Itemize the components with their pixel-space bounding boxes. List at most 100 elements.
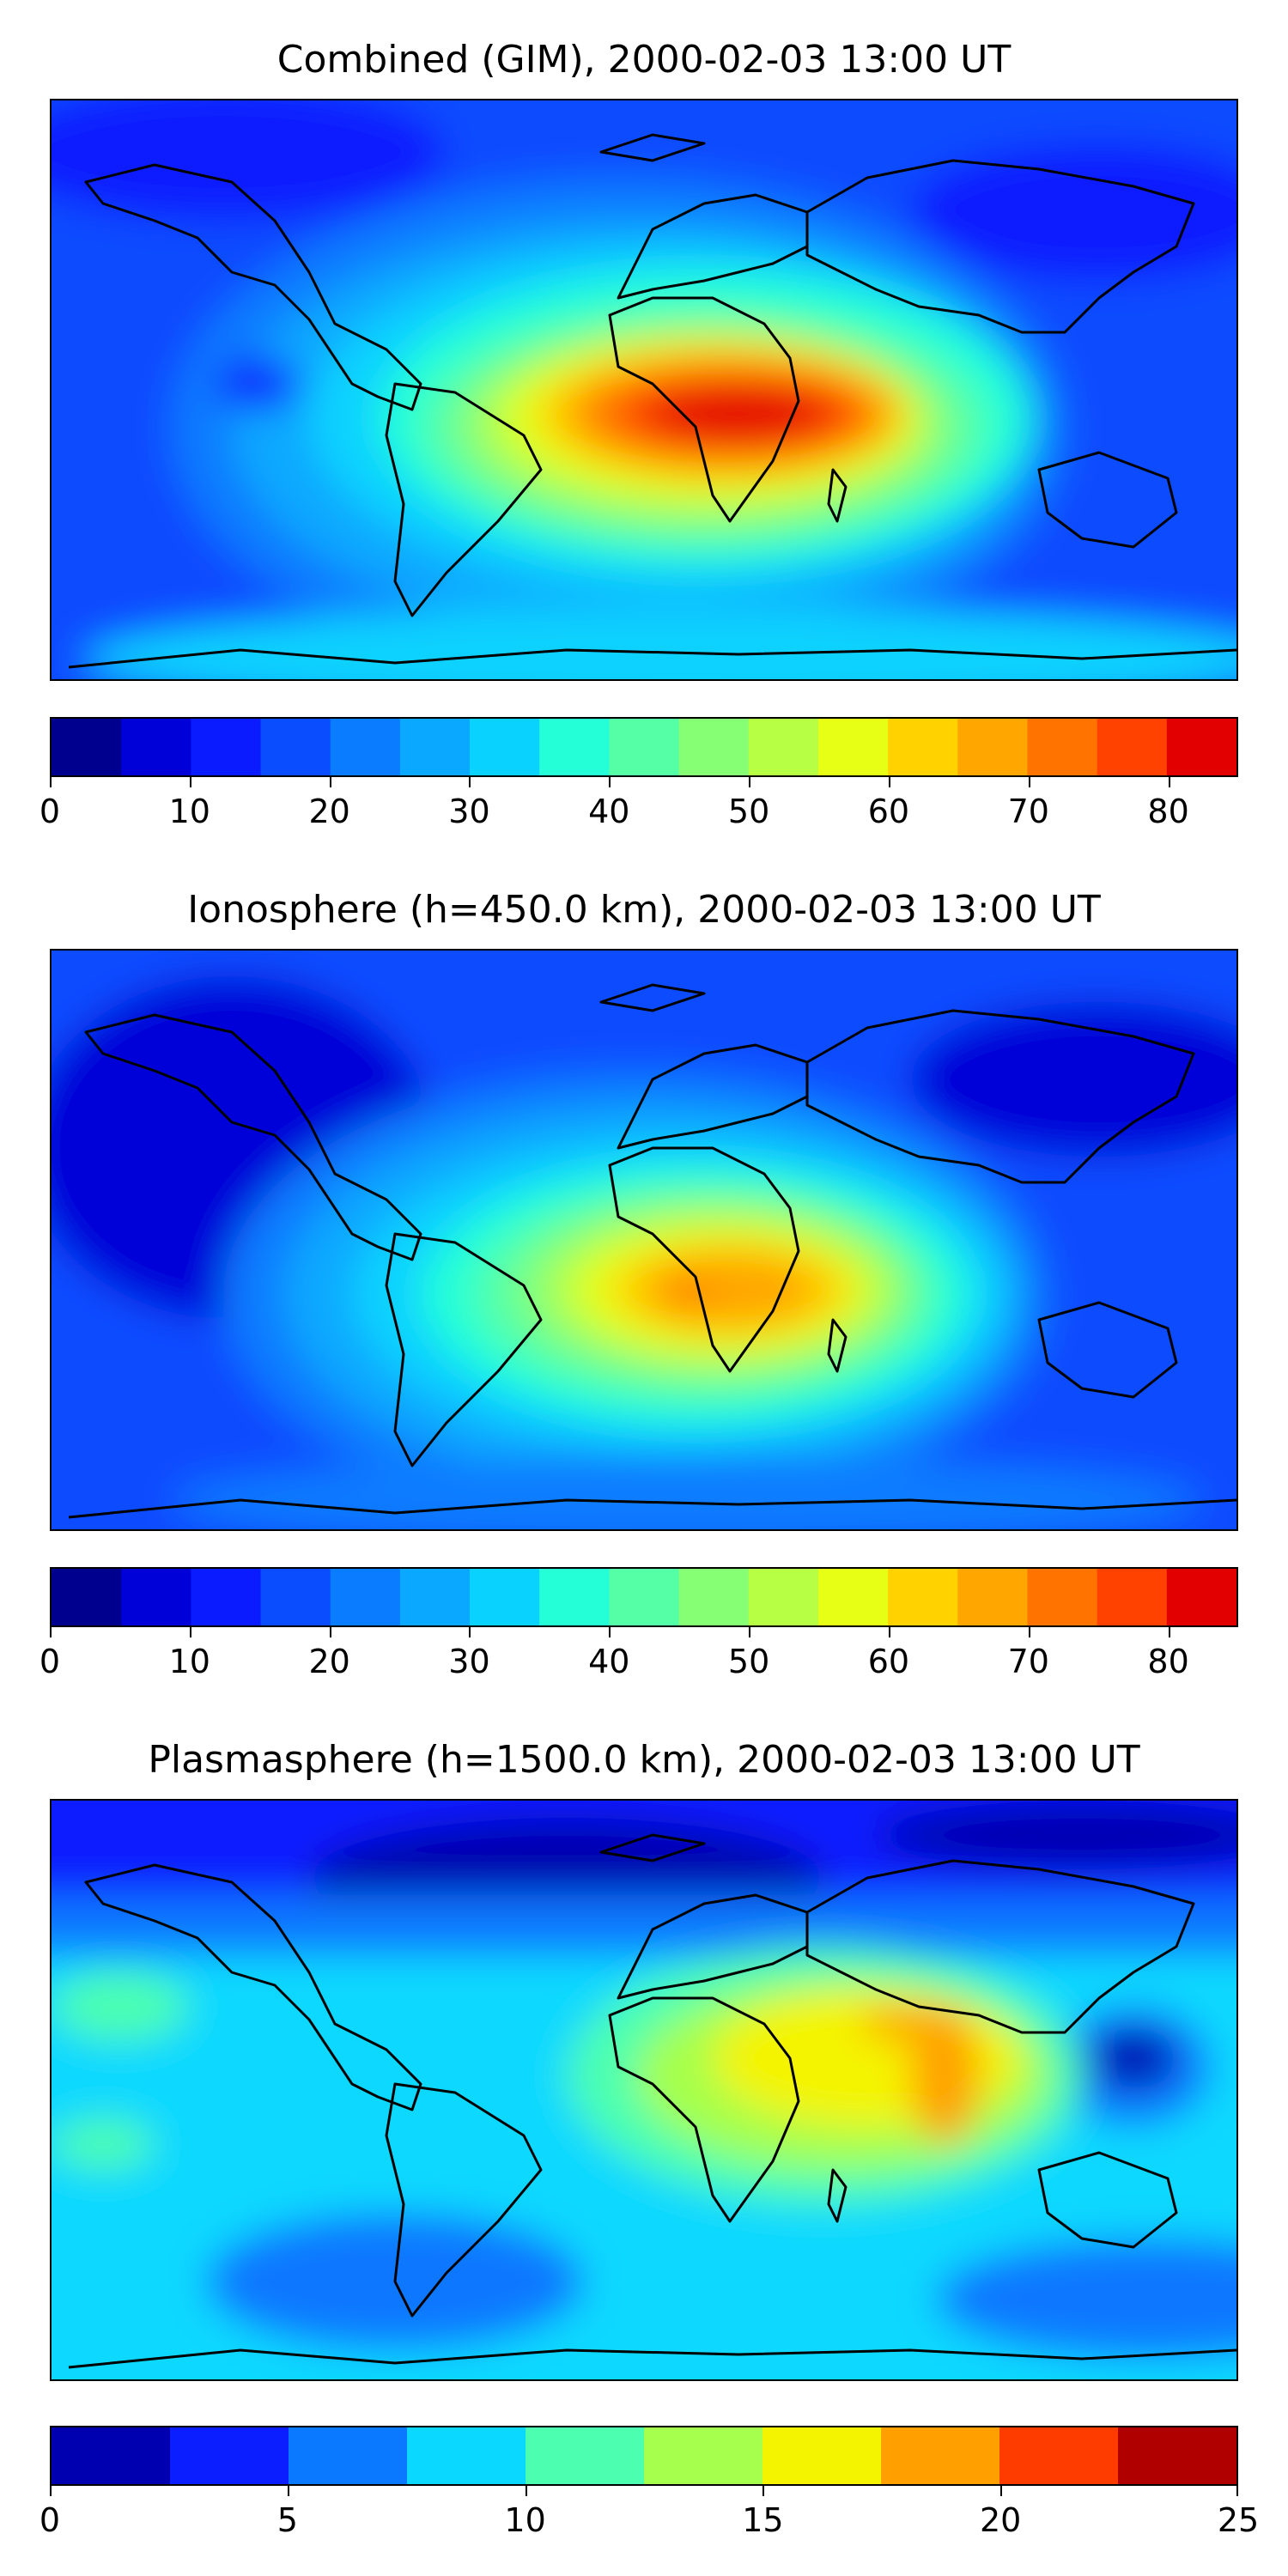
colorbar-tick xyxy=(609,777,611,787)
plasmasphere-map xyxy=(50,1799,1238,2381)
colorbar-segment xyxy=(678,1569,750,1625)
ionosphere-colorbar-ticks: 0 10 20 30 40 50 60 70 80 xyxy=(39,1627,1238,1680)
colorbar-segment xyxy=(644,2427,763,2484)
colorbar-tick-label: 60 xyxy=(867,793,910,830)
colorbar-tick-label: 0 xyxy=(39,2501,61,2539)
colorbar-segment xyxy=(609,719,680,775)
plasmasphere-colorbar-ticks: 0 5 10 15 20 25 xyxy=(39,2486,1259,2539)
colorbar-segment xyxy=(1118,2427,1236,2484)
ionosphere-title: Ionosphere (h=450.0 km), 2000-02-03 13:0… xyxy=(187,888,1101,932)
colorbar-tick xyxy=(329,1627,331,1637)
colorbar-segment xyxy=(817,1569,889,1625)
colorbar-segment xyxy=(817,719,889,775)
colorbar-tick-label: 30 xyxy=(448,1643,490,1680)
colorbar-tick xyxy=(189,1627,191,1637)
colorbar-segment xyxy=(539,1569,610,1625)
colorbar-segment xyxy=(191,1569,262,1625)
colorbar-segment xyxy=(52,2427,171,2484)
colorbar-segment xyxy=(1166,1569,1236,1625)
colorbar-tick-label: 25 xyxy=(1217,2501,1260,2539)
colorbar-tick xyxy=(888,1627,890,1637)
combined-colorbar xyxy=(50,717,1238,777)
colorbar-segment xyxy=(526,2427,645,2484)
colorbar-tick-label: 20 xyxy=(308,793,350,830)
colorbar-tick xyxy=(1000,2486,1003,2496)
colorbar-tick-label: 10 xyxy=(168,793,210,830)
colorbar-segment xyxy=(121,1569,191,1625)
colorbar-tick xyxy=(469,1627,471,1637)
colorbar-tick xyxy=(1168,1627,1170,1637)
colorbar-segment xyxy=(888,1569,958,1625)
plasmasphere-colorbar xyxy=(50,2426,1238,2486)
colorbar-segment xyxy=(170,2427,289,2484)
colorbar-tick xyxy=(50,2486,52,2496)
colorbar-segment xyxy=(399,719,471,775)
colorbar-tick-label: 50 xyxy=(727,1643,770,1680)
colorbar-tick-label: 80 xyxy=(1147,1643,1189,1680)
colorbar-segment xyxy=(330,719,401,775)
colorbar-tick xyxy=(329,777,331,787)
colorbar-segment xyxy=(888,719,958,775)
colorbar-segment xyxy=(999,2427,1119,2484)
colorbar-tick xyxy=(749,1627,751,1637)
plasmasphere-title: Plasmasphere (h=1500.0 km), 2000-02-03 1… xyxy=(148,1738,1140,1782)
colorbar-segment xyxy=(1097,1569,1168,1625)
colorbar-segment xyxy=(470,1569,540,1625)
colorbar-segment xyxy=(1166,719,1236,775)
colorbar-tick xyxy=(287,2486,289,2496)
colorbar-tick-label: 40 xyxy=(588,1643,630,1680)
combined-title: Combined (GIM), 2000-02-03 13:00 UT xyxy=(276,38,1012,82)
colorbar-segment xyxy=(762,2427,882,2484)
combined-colorbar-ticks: 0 10 20 30 40 50 60 70 80 xyxy=(39,777,1238,830)
colorbar-segment xyxy=(678,719,750,775)
colorbar-segment xyxy=(1027,719,1098,775)
colorbar-tick xyxy=(609,1627,611,1637)
colorbar-segment xyxy=(609,1569,680,1625)
colorbar-segment xyxy=(399,1569,471,1625)
colorbar-segment xyxy=(881,2427,1000,2484)
colorbar-segment xyxy=(957,719,1028,775)
colorbar-segment xyxy=(330,1569,401,1625)
colorbar-tick-label: 5 xyxy=(276,2501,298,2539)
colorbar-segment xyxy=(260,719,331,775)
colorbar-tick-label: 15 xyxy=(742,2501,784,2539)
colorbar-segment xyxy=(1027,1569,1098,1625)
colorbar-segment xyxy=(260,1569,331,1625)
colorbar-tick xyxy=(1168,777,1170,787)
colorbar-segment xyxy=(1097,719,1168,775)
colorbar-segment xyxy=(191,719,262,775)
colorbar-tick-label: 80 xyxy=(1147,793,1189,830)
colorbar-tick xyxy=(1236,2486,1238,2496)
colorbar-tick xyxy=(50,1627,52,1637)
colorbar-tick xyxy=(749,777,751,787)
colorbar-tick xyxy=(762,2486,765,2496)
colorbar-segment xyxy=(52,719,122,775)
colorbar-tick xyxy=(469,777,471,787)
colorbar-tick xyxy=(525,2486,527,2496)
colorbar-tick xyxy=(50,777,52,787)
combined-map xyxy=(50,99,1238,681)
colorbar-tick-label: 10 xyxy=(168,1643,210,1680)
colorbar-tick-label: 0 xyxy=(39,1643,61,1680)
colorbar-tick-label: 40 xyxy=(588,793,630,830)
colorbar-segment xyxy=(957,1569,1028,1625)
colorbar-segment xyxy=(748,719,819,775)
colorbar-tick-label: 30 xyxy=(448,793,490,830)
colorbar-segment xyxy=(289,2427,408,2484)
colorbar-segment xyxy=(121,719,191,775)
colorbar-segment xyxy=(407,2427,526,2484)
colorbar-segment xyxy=(748,1569,819,1625)
colorbar-segment xyxy=(470,719,540,775)
colorbar-tick-label: 70 xyxy=(1007,1643,1049,1680)
colorbar-tick-label: 20 xyxy=(308,1643,350,1680)
colorbar-tick xyxy=(1028,1627,1030,1637)
colorbar-tick-label: 60 xyxy=(867,1643,910,1680)
colorbar-tick-label: 50 xyxy=(727,793,770,830)
ionosphere-map xyxy=(50,949,1238,1531)
colorbar-tick xyxy=(888,777,890,787)
colorbar-tick-label: 10 xyxy=(504,2501,546,2539)
colorbar-tick-label: 70 xyxy=(1007,793,1049,830)
colorbar-tick xyxy=(1028,777,1030,787)
colorbar-tick-label: 20 xyxy=(980,2501,1022,2539)
ionosphere-colorbar xyxy=(50,1567,1238,1627)
